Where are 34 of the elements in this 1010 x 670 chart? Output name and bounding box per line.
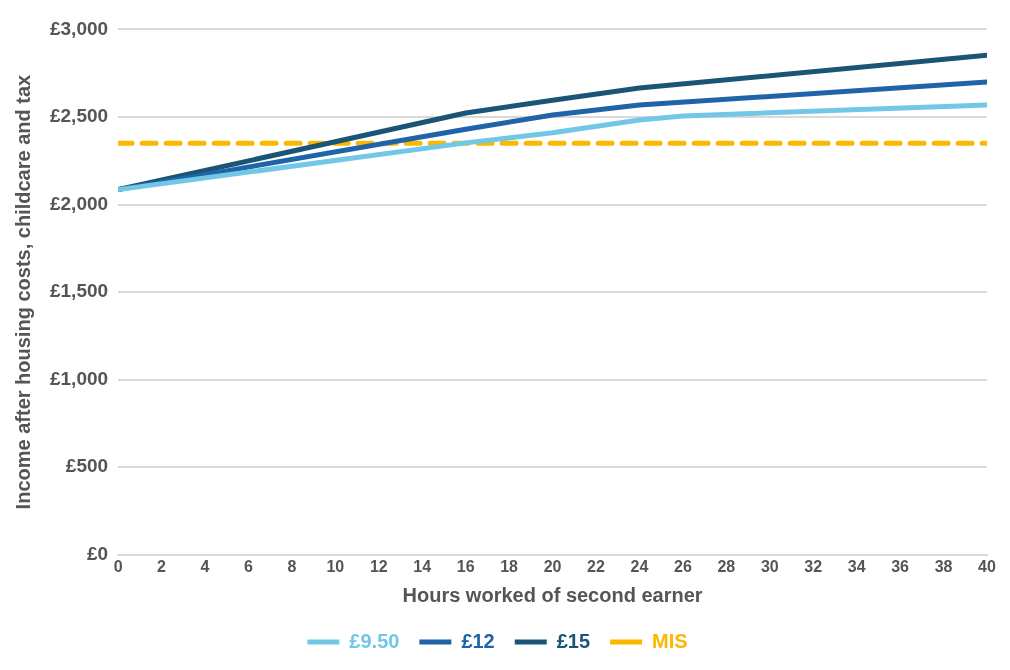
x-tick-label: 36 (891, 557, 910, 575)
x-tick-label: 18 (500, 557, 519, 575)
legend-label: £15 (556, 629, 591, 652)
x-tick-label: 2 (157, 557, 167, 575)
x-tick-label: 22 (587, 557, 605, 575)
x-tick-label: 4 (200, 557, 210, 575)
legend-label: MIS (652, 629, 688, 652)
y-tick-label: £2,000 (49, 192, 109, 214)
y-tick-label: £1,000 (49, 367, 109, 389)
y-tick-label: £3,000 (49, 17, 109, 39)
x-tick-label: 12 (369, 557, 388, 575)
x-tick-label: 24 (630, 557, 649, 575)
legend-label: £9.50 (349, 629, 400, 652)
y-tick-label: £0 (86, 543, 109, 565)
x-tick-label: 20 (543, 557, 562, 575)
x-tick-label: 10 (326, 557, 345, 575)
legend-label: £12 (461, 629, 495, 652)
x-tick-label: 6 (243, 557, 253, 575)
x-tick-label: 38 (934, 557, 953, 575)
x-tick-label: 30 (760, 557, 779, 575)
x-tick-label: 14 (413, 557, 432, 575)
y-tick-label: £1,500 (49, 280, 109, 302)
x-tick-label: 28 (717, 557, 736, 575)
y-tick-label: £2,500 (49, 105, 109, 127)
y-axis-title: Income after housing costs, childcare and tax (11, 74, 34, 510)
x-tick-label: 0 (113, 557, 123, 575)
x-axis-title: Hours worked of second earner (402, 583, 703, 606)
x-tick-label: 32 (804, 557, 823, 575)
y-tick-label: £500 (65, 455, 109, 477)
x-tick-label: 34 (847, 557, 866, 575)
x-tick-label: 40 (978, 557, 996, 575)
x-tick-label: 16 (456, 557, 475, 575)
x-tick-label: 8 (287, 557, 297, 575)
x-tick-label: 26 (673, 557, 692, 575)
